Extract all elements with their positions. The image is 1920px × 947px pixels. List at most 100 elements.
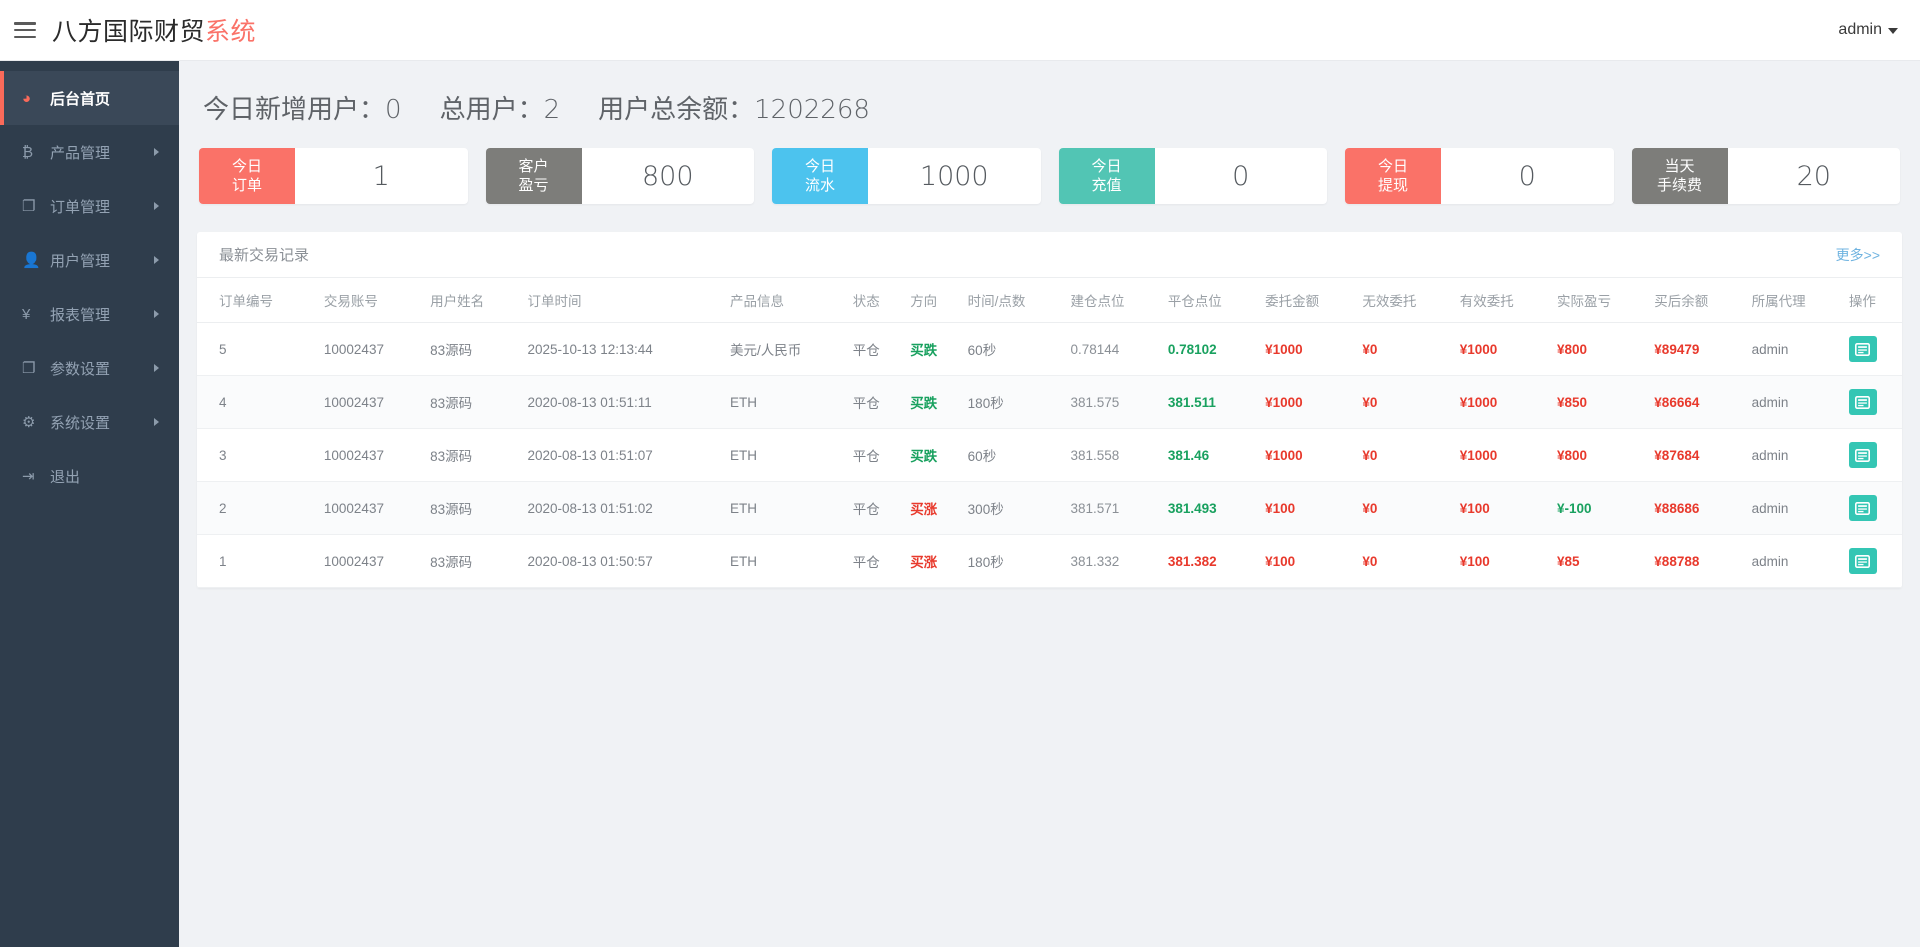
- window-form-icon[interactable]: [1848, 336, 1877, 362]
- stat-card-tag-line2: 充值: [1091, 177, 1122, 194]
- sidebar-item-6[interactable]: ⚙ 系统设置: [0, 395, 179, 449]
- stat-card-3[interactable]: 今日 充值 0: [1058, 148, 1327, 204]
- column-header-9: 平仓点位: [1161, 278, 1260, 323]
- stat-card-0[interactable]: 今日 订单 1: [199, 148, 468, 204]
- stat-card-tag-line1: 客户: [518, 158, 549, 175]
- window-form-icon[interactable]: [1848, 495, 1877, 521]
- cell-invalid-amount: ¥0: [1356, 428, 1454, 482]
- cell-invalid-amount: ¥0: [1356, 375, 1454, 429]
- cell-account: 10002437: [317, 534, 425, 588]
- column-header-7: 时间/点数: [961, 278, 1065, 323]
- stat-cards: 今日 订单 1 客户 盈亏 800 今日 流水 1000 今日 充值 0 今日 提现 0 当天 手续费 20: [197, 148, 1902, 204]
- transactions-table: 订单编号 交易账号 用户姓名 订单时间 产品信息 状态 方向 时间/点数 建仓点位 平仓点位 委托金…: [197, 278, 1902, 588]
- cell-balance: ¥89479: [1648, 322, 1746, 376]
- stat-card-value: 1000: [919, 160, 989, 192]
- stat-card-value: 800: [641, 160, 694, 192]
- panel-title: 最新交易记录: [219, 247, 310, 264]
- table-body: 5 10002437 83源码 2025-10-13 12:13:44 美元/人民币 平仓…: [197, 322, 1902, 588]
- cell-order-time: 2020-08-13 01:51:11: [521, 375, 724, 429]
- summary-new-users-value: 0: [385, 95, 402, 125]
- sign-out-icon: ⇥: [22, 468, 35, 485]
- table-row: 2 10002437 83源码 2020-08-13 01:51:02 ETH 平仓 买涨 3…: [197, 481, 1902, 535]
- stat-card-2[interactable]: 今日 流水 1000: [772, 148, 1041, 204]
- summary-total-users-value: 2: [543, 95, 561, 125]
- cell-close-point: 381.493: [1161, 481, 1260, 535]
- cell-order-id: 5: [197, 322, 318, 376]
- table-header-row: 订单编号 交易账号 用户姓名 订单时间 产品信息 状态 方向 时间/点数 建仓点位 平仓点位 委托金…: [197, 278, 1902, 323]
- cell-user-name: 83源码: [424, 534, 522, 588]
- cell-direction: 买跌: [904, 375, 962, 429]
- stat-card-tag-line2: 流水: [804, 177, 835, 194]
- sidebar-item-5[interactable]: ❐ 参数设置: [0, 341, 179, 395]
- sidebar-item-1[interactable]: ₿ 产品管理: [0, 125, 179, 179]
- user-icon: 👤: [22, 252, 41, 269]
- cell-duration: 60秒: [961, 428, 1065, 482]
- chevron-right-icon: [154, 310, 159, 318]
- chevron-down-icon: [1888, 28, 1898, 34]
- sidebar-item-label: 报表管理: [50, 306, 111, 324]
- column-header-1: 交易账号: [317, 278, 425, 323]
- cell-balance: ¥87684: [1648, 428, 1746, 482]
- cell-account: 10002437: [317, 428, 425, 482]
- cell-order-id: 4: [197, 375, 318, 429]
- chevron-right-icon: [154, 256, 159, 264]
- panel-header: 最新交易记录 更多>>: [197, 232, 1902, 278]
- user-menu[interactable]: admin: [1838, 21, 1898, 39]
- cell-order-id: 1: [197, 534, 318, 588]
- sidebar-item-label: 系统设置: [50, 414, 111, 432]
- sidebar-item-0[interactable]: ◕ 后台首页: [0, 71, 179, 125]
- chevron-right-icon: [154, 418, 159, 426]
- sidebar-item-label: 参数设置: [50, 360, 111, 378]
- window-form-icon[interactable]: [1848, 442, 1877, 468]
- cell-open-point: 0.78144: [1064, 322, 1162, 376]
- cell-direction: 买涨: [904, 534, 962, 588]
- cell-direction: 买涨: [904, 481, 962, 535]
- cell-open-point: 381.571: [1064, 481, 1162, 535]
- cell-status: 平仓: [846, 375, 905, 429]
- copy-icon: ❐: [22, 198, 36, 215]
- app-shell: ◕ 后台首页 ₿ 产品管理 ❐ 订单管理 👤 用户管理 ¥ 报表管理 ❐ 参数设置 ⚙ 系统设置 ⇥ 退出 今…: [0, 61, 1920, 947]
- column-header-16: 操作: [1842, 278, 1902, 323]
- sidebar-item-4[interactable]: ¥ 报表管理: [0, 287, 179, 341]
- cell-valid-amount: ¥100: [1453, 534, 1551, 588]
- stat-card-1[interactable]: 客户盈亏 800: [485, 148, 754, 204]
- cell-user-name: 83源码: [424, 375, 522, 429]
- sidebar: ◕ 后台首页 ₿ 产品管理 ❐ 订单管理 👤 用户管理 ¥ 报表管理 ❐ 参数设置 ⚙ 系统设置 ⇥ 退出: [0, 61, 179, 947]
- cell-balance: ¥88686: [1648, 481, 1746, 535]
- window-form-icon[interactable]: [1848, 389, 1877, 415]
- stat-card-4[interactable]: 今日 提现 0: [1345, 148, 1614, 204]
- sidebar-item-7[interactable]: ⇥ 退出: [0, 449, 179, 503]
- column-header-11: 无效委托: [1356, 278, 1454, 323]
- summary-total-balance-label: 用户总余额：: [598, 95, 755, 125]
- column-header-13: 实际盈亏: [1551, 278, 1649, 323]
- cell-profit: ¥800: [1551, 322, 1649, 376]
- column-header-6: 方向: [904, 278, 962, 323]
- yen-icon: ¥: [22, 305, 31, 323]
- stat-card-tag-line1: 今日: [1091, 158, 1122, 175]
- summary-total-balance-value: 1202268: [754, 95, 870, 125]
- stat-card-value: 20: [1796, 160, 1831, 192]
- cell-open-point: 381.332: [1064, 534, 1162, 588]
- sidebar-item-3[interactable]: 👤 用户管理: [0, 233, 179, 287]
- hamburger-icon[interactable]: [14, 22, 36, 38]
- cell-product: ETH: [723, 375, 847, 429]
- window-form-icon[interactable]: [1848, 548, 1877, 574]
- cell-order-id: 2: [197, 481, 318, 535]
- cell-order-time: 2025-10-13 12:13:44: [521, 322, 724, 376]
- cell-valid-amount: ¥1000: [1453, 322, 1551, 376]
- more-link[interactable]: 更多>>: [1835, 246, 1880, 263]
- latest-transactions-panel: 最新交易记录 更多>> 订单编号 交易账号 用户姓名 订单时间 产品信息 状态 方向 时间/点…: [197, 232, 1902, 588]
- stat-card-tag: 当天 手续费: [1631, 148, 1728, 204]
- stat-card-tag: 客户 盈亏: [485, 148, 582, 204]
- stat-card-5[interactable]: 当天 手续费 20: [1631, 148, 1900, 204]
- sidebar-item-label: 订单管理: [50, 198, 111, 216]
- stat-card-tag-line2: 盈亏: [518, 177, 549, 194]
- cell-action: [1842, 534, 1902, 588]
- sidebar-item-2[interactable]: ❐ 订单管理: [0, 179, 179, 233]
- cell-account: 10002437: [317, 375, 425, 429]
- stat-card-tag: 今日 订单: [199, 148, 295, 204]
- column-header-4: 产品信息: [723, 278, 847, 323]
- cell-agent: admin: [1745, 322, 1843, 376]
- cell-action: [1842, 322, 1902, 376]
- cell-duration: 180秒: [961, 375, 1065, 429]
